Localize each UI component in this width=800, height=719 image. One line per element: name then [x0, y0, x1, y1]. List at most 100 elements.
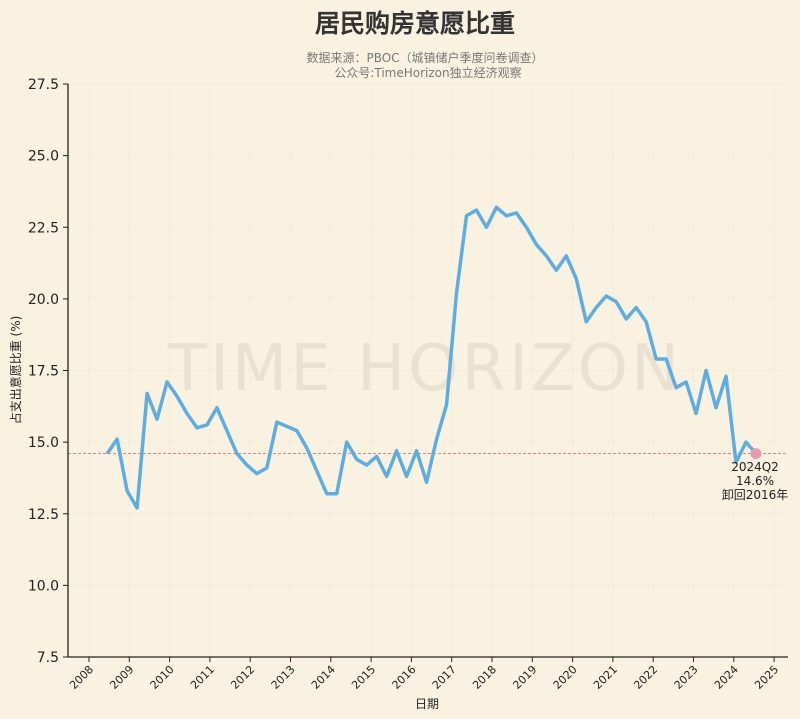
y-axis-ticks: 7.5 10.0 12.5 15.0 17.5 20.0 22.5 25.0 27.5 [28, 77, 68, 666]
y-axis-label: 占支出意愿比重 (%) [8, 316, 23, 425]
data-point [396, 450, 398, 452]
data-point [226, 430, 228, 432]
x-tick-label: 2020 [551, 663, 580, 692]
data-point [655, 358, 657, 360]
chart-title: 居民购房意愿比重 [315, 9, 515, 38]
data-point [356, 458, 358, 460]
y-tick-label: 27.5 [28, 77, 59, 93]
series-line [105, 205, 758, 510]
data-point [106, 453, 108, 455]
data-point [236, 453, 238, 455]
x-tick-label: 2013 [269, 663, 298, 692]
data-point [196, 427, 198, 429]
data-point [615, 301, 617, 303]
data-point [206, 424, 208, 426]
x-tick-label: 2012 [228, 663, 257, 692]
data-point [246, 464, 248, 466]
data-point [136, 507, 138, 509]
data-point [416, 450, 418, 452]
data-point [456, 292, 458, 294]
data-point [685, 381, 687, 383]
data-point [705, 370, 707, 371]
y-tick-label: 10.0 [28, 578, 59, 594]
data-point [156, 418, 158, 420]
data-point [745, 441, 747, 443]
data-point [505, 215, 507, 217]
data-point [515, 212, 517, 214]
data-point [146, 392, 148, 394]
data-point [495, 206, 497, 208]
data-point [426, 481, 428, 483]
data-point [645, 321, 647, 323]
data-point [465, 215, 467, 217]
data-point [256, 473, 258, 475]
series-points [106, 206, 757, 509]
x-tick-label: 2025 [752, 663, 781, 692]
data-point [406, 476, 408, 478]
data-point [326, 493, 328, 495]
data-point [266, 467, 268, 469]
data-point [376, 455, 378, 457]
annotation-label-value: 14.6% [736, 474, 774, 488]
data-point [116, 438, 118, 440]
x-tick-label: 2021 [591, 663, 620, 692]
data-point [725, 375, 727, 377]
data-point [386, 476, 388, 478]
data-point [296, 430, 298, 432]
data-point [605, 295, 607, 297]
data-point [336, 493, 338, 495]
x-tick-label: 2010 [148, 663, 177, 692]
annotation-label-note: 卸回2016年 [722, 487, 789, 502]
data-point [545, 255, 547, 257]
y-tick-label: 17.5 [28, 364, 59, 380]
data-point [675, 387, 677, 389]
y-tick-label: 25.0 [28, 149, 59, 165]
data-point [436, 438, 438, 440]
data-point [665, 358, 667, 360]
watermark: TIME HORIZON [167, 332, 682, 406]
data-point [306, 447, 308, 449]
data-point [446, 404, 448, 406]
x-tick-label: 2015 [349, 663, 378, 692]
data-point [525, 226, 527, 228]
y-tick-label: 15.0 [28, 435, 59, 451]
x-tick-label: 2011 [188, 663, 217, 692]
x-tick-label: 2023 [672, 663, 701, 692]
y-tick-label: 20.0 [28, 292, 59, 308]
data-point [735, 461, 737, 463]
x-axis-ticks: 2008 2009 2010 2011 2012 2013 2014 2015 2016 2017… [67, 657, 781, 692]
data-point [695, 412, 697, 414]
data-point [475, 209, 477, 211]
data-point [276, 421, 278, 423]
data-point [625, 318, 627, 320]
grid [68, 83, 788, 658]
data-point [715, 407, 717, 409]
data-point [485, 226, 487, 228]
data-point [126, 490, 128, 492]
x-tick-label: 2008 [67, 663, 96, 692]
x-tick-label: 2016 [390, 663, 419, 692]
annotation-marker [750, 448, 762, 460]
x-axis-label: 日期 [415, 697, 439, 711]
data-point [555, 269, 557, 271]
data-point [346, 441, 348, 443]
data-point [186, 412, 188, 414]
x-tick-label: 2019 [510, 663, 539, 692]
chart-subtitle-account: 公众号:TimeHorizon独立经济观察 [334, 65, 521, 80]
data-point [565, 255, 567, 257]
chart-subtitle-source: 数据来源：PBOC（城镇储户季度问卷调查） [306, 50, 543, 65]
x-tick-label: 2024 [712, 663, 741, 692]
x-tick-label: 2014 [309, 663, 338, 692]
data-point [286, 425, 288, 427]
data-point [216, 407, 218, 409]
data-point [535, 243, 537, 245]
annotation-label-quarter: 2024Q2 [731, 460, 779, 474]
y-tick-label: 22.5 [28, 220, 59, 236]
x-tick-label: 2017 [430, 663, 459, 692]
data-point [166, 381, 168, 383]
data-point [595, 306, 597, 308]
data-point [635, 306, 637, 308]
data-point [366, 464, 368, 466]
data-point [176, 395, 178, 397]
